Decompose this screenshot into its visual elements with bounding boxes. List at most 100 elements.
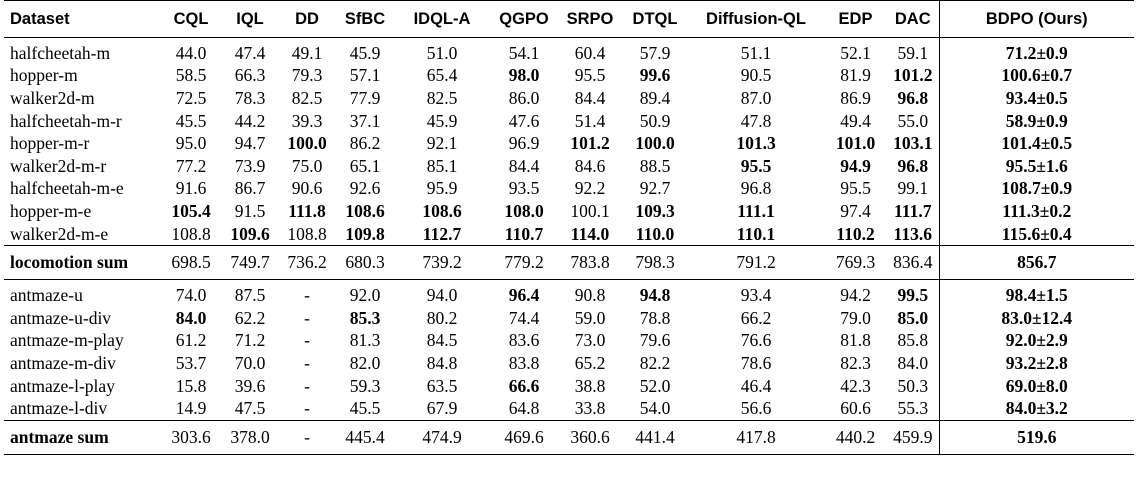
value-cell: 100.0 bbox=[287, 133, 327, 154]
value-cell: - bbox=[304, 330, 310, 351]
value-cell: 108.6 bbox=[422, 200, 462, 221]
value-cell: 44.0 bbox=[175, 42, 207, 63]
sum-value-cell: 680.3 bbox=[336, 245, 394, 281]
value-cell: 77.2 bbox=[175, 155, 207, 176]
value-cell: 45.9 bbox=[349, 42, 381, 63]
value-cell: 56.6 bbox=[740, 398, 772, 419]
value-cell: 47.6 bbox=[508, 110, 540, 131]
value-cell: 92.7 bbox=[639, 178, 671, 199]
column-header: SRPO bbox=[558, 0, 622, 38]
value-cell: 90.5 bbox=[740, 65, 772, 86]
dataset-cell: walker2d-m-r bbox=[10, 155, 107, 176]
value-cell: 57.1 bbox=[349, 65, 381, 86]
value-cell: - bbox=[304, 352, 310, 373]
value-cell: 51.4 bbox=[574, 110, 606, 131]
value-cell: 108.7±0.9 bbox=[938, 177, 1134, 201]
value-cell: 92.6 bbox=[349, 178, 381, 199]
value-cell: 44.2 bbox=[234, 110, 266, 131]
value-cell: 100.0 bbox=[635, 133, 675, 154]
column-header: BDPO (Ours) bbox=[938, 0, 1134, 38]
column-header: SfBC bbox=[336, 0, 394, 38]
value-cell: 59.1 bbox=[897, 42, 929, 63]
results-table: Dataset CQL IQL DD SfBC IDQL-A QGPO SRPO DTQL Dif… bbox=[4, 0, 1134, 455]
sum-value-cell: 469.6 bbox=[490, 419, 558, 455]
value-cell: 75.0 bbox=[291, 155, 323, 176]
value-cell: 54.0 bbox=[639, 398, 671, 419]
value-cell: 84.4 bbox=[508, 155, 540, 176]
value-cell: 84.8 bbox=[426, 352, 458, 373]
sum-value-cell: 783.8 bbox=[558, 245, 622, 281]
value-cell: 57.9 bbox=[639, 42, 671, 63]
value-cell: 81.9 bbox=[840, 65, 871, 86]
value-cell: 87.0 bbox=[740, 87, 772, 108]
value-cell: 86.9 bbox=[840, 87, 871, 108]
value-cell: 88.5 bbox=[639, 155, 671, 176]
value-cell: 81.3 bbox=[349, 330, 381, 351]
sum-value-cell: 459.9 bbox=[887, 419, 939, 455]
value-cell: 77.9 bbox=[349, 87, 381, 108]
value-cell: 93.2±2.8 bbox=[938, 352, 1134, 375]
value-cell: 46.4 bbox=[740, 375, 772, 396]
sum-value-cell: 440.2 bbox=[824, 419, 887, 455]
table-row: antmaze-m-div 53.7 70.0 - 82.0 84.8 83.8 65.2 82… bbox=[4, 352, 1134, 375]
value-cell: 84.6 bbox=[574, 155, 606, 176]
value-cell: 71.2±0.9 bbox=[938, 37, 1134, 65]
value-cell: 55.0 bbox=[897, 110, 929, 131]
value-cell: 70.0 bbox=[234, 352, 266, 373]
table-row: antmaze-l-div 14.9 47.5 - 45.5 67.9 64.8 33.8 54… bbox=[4, 397, 1134, 421]
column-header: DTQL bbox=[622, 0, 688, 38]
value-cell: 73.0 bbox=[574, 330, 606, 351]
sum-value-cell: 445.4 bbox=[336, 419, 394, 455]
value-cell: 93.5 bbox=[508, 178, 540, 199]
dataset-cell: hopper-m bbox=[10, 65, 78, 86]
value-cell: 110.1 bbox=[736, 223, 776, 244]
value-cell: 115.6±0.4 bbox=[938, 222, 1134, 246]
value-cell: 65.4 bbox=[426, 65, 458, 86]
value-cell: 93.4±0.5 bbox=[938, 87, 1134, 110]
value-cell: 110.2 bbox=[836, 223, 875, 244]
value-cell: 89.4 bbox=[639, 87, 671, 108]
value-cell: 47.8 bbox=[740, 110, 772, 131]
value-cell: 15.8 bbox=[175, 375, 207, 396]
value-cell: 82.5 bbox=[426, 87, 458, 108]
value-cell: 85.1 bbox=[426, 155, 458, 176]
value-cell: 105.4 bbox=[171, 200, 211, 221]
value-cell: 98.0 bbox=[508, 65, 540, 86]
value-cell: 63.5 bbox=[426, 375, 458, 396]
sum-value-cell: 378.0 bbox=[222, 419, 278, 455]
value-cell: 39.3 bbox=[291, 110, 323, 131]
dataset-cell: antmaze-m-div bbox=[10, 352, 116, 373]
value-cell: 53.7 bbox=[175, 352, 207, 373]
value-cell: 42.3 bbox=[840, 375, 871, 396]
value-cell: 110.7 bbox=[504, 223, 544, 244]
value-cell: 100.6±0.7 bbox=[938, 64, 1134, 88]
column-header: Dataset bbox=[4, 0, 160, 38]
value-cell: 97.4 bbox=[840, 200, 871, 221]
table-row: walker2d-m-e 108.8 109.6 108.8 109.8 112.7 110… bbox=[4, 222, 1134, 246]
column-header: IDQL-A bbox=[394, 0, 490, 38]
value-cell: 94.8 bbox=[639, 285, 671, 306]
value-cell: 85.3 bbox=[349, 307, 381, 328]
dataset-cell: hopper-m-e bbox=[10, 200, 92, 221]
value-cell: 60.4 bbox=[574, 42, 606, 63]
value-cell: 72.5 bbox=[175, 87, 207, 108]
value-cell: 93.4 bbox=[740, 285, 772, 306]
value-cell: 99.6 bbox=[639, 65, 671, 86]
value-cell: 101.0 bbox=[835, 133, 876, 154]
column-header: QGPO bbox=[490, 0, 558, 38]
value-cell: - bbox=[304, 285, 310, 306]
value-cell: 37.1 bbox=[349, 110, 381, 131]
dataset-cell: walker2d-m bbox=[10, 87, 95, 108]
value-cell: 103.1 bbox=[893, 133, 933, 154]
value-cell: 101.3 bbox=[736, 133, 776, 154]
dataset-cell: hopper-m-r bbox=[10, 133, 90, 154]
value-cell: - bbox=[304, 307, 310, 328]
value-cell: 59.0 bbox=[574, 307, 606, 328]
value-cell: 94.0 bbox=[426, 285, 458, 306]
value-cell: 81.8 bbox=[840, 330, 871, 351]
value-cell: 71.2 bbox=[234, 330, 266, 351]
value-cell: 82.5 bbox=[291, 87, 323, 108]
value-cell: 111.7 bbox=[894, 200, 932, 221]
sum-value-cell: 474.9 bbox=[394, 419, 490, 455]
